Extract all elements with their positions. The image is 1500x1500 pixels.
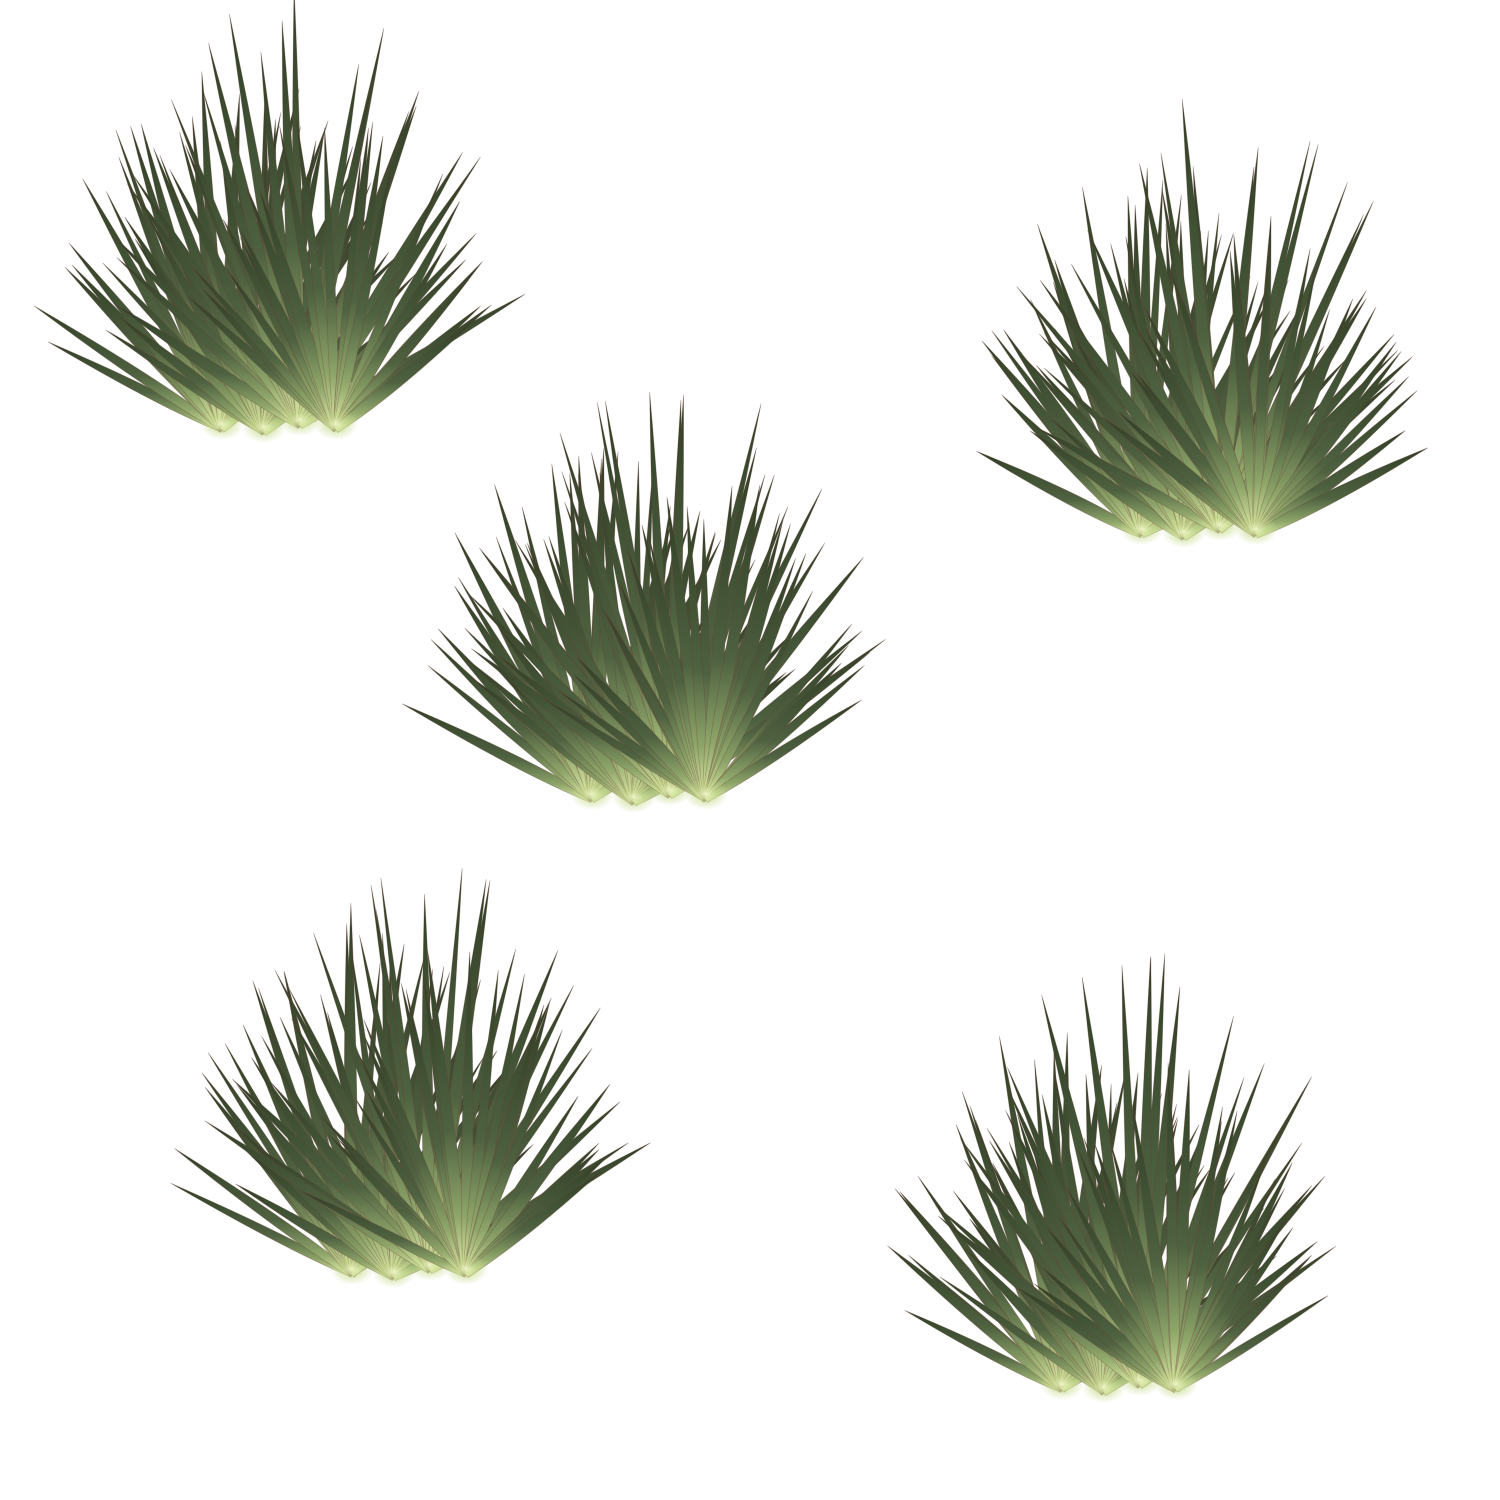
grass-blade — [116, 257, 303, 429]
grass-blade — [463, 1170, 603, 1278]
grass-tuft — [887, 953, 1337, 1403]
tuft-base-glow — [1154, 1368, 1198, 1400]
grass-blade — [1254, 447, 1429, 539]
tuft-base-glow — [1040, 1368, 1084, 1400]
grass-blade — [363, 1019, 469, 1277]
grass-blade — [333, 319, 476, 433]
tuft-base-glow — [1234, 513, 1278, 545]
grass-blade — [1029, 430, 1187, 541]
grass-blade — [300, 1190, 468, 1278]
tuft-base-glow — [242, 411, 286, 443]
grass-blade — [704, 699, 862, 803]
grass-tuft — [401, 392, 886, 813]
grass-tufts — [33, 0, 1429, 1403]
grass-blade — [1253, 245, 1270, 536]
grass-tuft — [170, 867, 651, 1288]
tuft-base-glow — [314, 408, 358, 440]
grass-blade — [1172, 1110, 1238, 1392]
grass-blade — [401, 703, 594, 804]
grass-blade — [1174, 1295, 1329, 1393]
grass-tuft — [33, 0, 526, 443]
grass-blade — [703, 590, 814, 802]
grass-blade — [976, 450, 1144, 539]
tuft-base-glow — [372, 1256, 416, 1288]
grass-blade — [33, 305, 224, 433]
grass-blade — [430, 639, 595, 803]
grass-blade — [1058, 1216, 1179, 1392]
grass-blade — [1169, 268, 1259, 537]
grass-blade — [1253, 248, 1311, 536]
grass-blade — [1166, 1062, 1180, 1391]
tuft-base-glow — [1082, 1371, 1126, 1403]
tuft-base-glow — [1162, 516, 1206, 548]
tuft-base-glow — [408, 1249, 452, 1281]
grass-blade — [1253, 309, 1331, 537]
grass-blade — [333, 162, 393, 431]
tuft-base-glow — [684, 778, 728, 810]
grass-blade — [174, 1148, 355, 1278]
grass-blade — [904, 1309, 1064, 1393]
grass-tuft — [976, 98, 1429, 548]
tuft-base-glow — [612, 781, 656, 813]
grass-blade — [1173, 1212, 1291, 1392]
grass-blade — [324, 127, 340, 431]
grass-blade — [1173, 1258, 1309, 1393]
tuft-base-glow — [570, 778, 614, 810]
grass-blade — [463, 1029, 563, 1277]
grass-blade — [703, 662, 842, 803]
tuft-base-glow — [444, 1253, 488, 1285]
grass-blade — [1035, 426, 1222, 534]
grass-blade — [326, 1132, 469, 1278]
